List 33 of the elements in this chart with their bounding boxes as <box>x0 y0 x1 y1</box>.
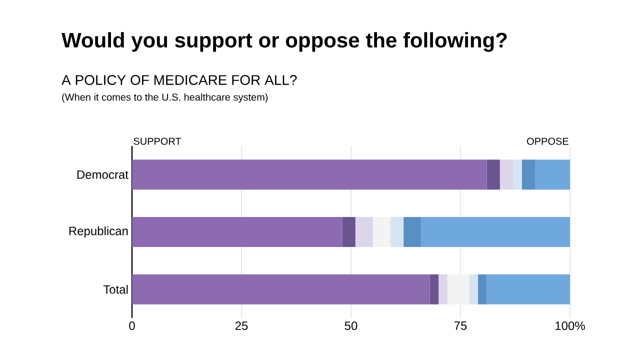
bar <box>132 160 487 190</box>
x-tick-label: 75 <box>454 322 467 330</box>
text: SUPPORT <box>134 138 182 145</box>
x-tick-label: 0 <box>129 322 135 330</box>
bar <box>534 160 570 190</box>
bar <box>390 217 404 248</box>
chart-title: Would you support or oppose the following? <box>62 32 507 52</box>
bar <box>513 160 522 190</box>
x-tick-label: 100% <box>556 322 585 330</box>
text: OPPOSE <box>527 138 568 145</box>
bar <box>342 217 356 248</box>
bar <box>404 217 422 248</box>
bar <box>478 274 487 304</box>
bar <box>430 274 439 304</box>
chart-subtitle: A POLICY OF MEDICARE FOR ALL? <box>62 75 297 85</box>
bar <box>522 160 535 190</box>
bar <box>438 274 448 304</box>
x-tick-label: 25 <box>235 322 248 330</box>
bar <box>132 217 342 248</box>
bar <box>469 274 478 304</box>
y-tick-label: Republican <box>69 226 128 238</box>
bar <box>132 274 430 304</box>
bar <box>486 160 500 190</box>
bar <box>355 217 373 248</box>
text: (When it comes to the U.S. healthcare system) <box>62 93 268 103</box>
bar <box>500 160 514 190</box>
bar <box>486 274 570 304</box>
bar <box>447 274 470 304</box>
bar <box>421 217 570 248</box>
bar <box>372 217 390 248</box>
x-tick-label: 50 <box>344 322 358 330</box>
y-tick-label: Total <box>103 284 128 294</box>
y-tick-label: Democrat <box>77 170 128 179</box>
